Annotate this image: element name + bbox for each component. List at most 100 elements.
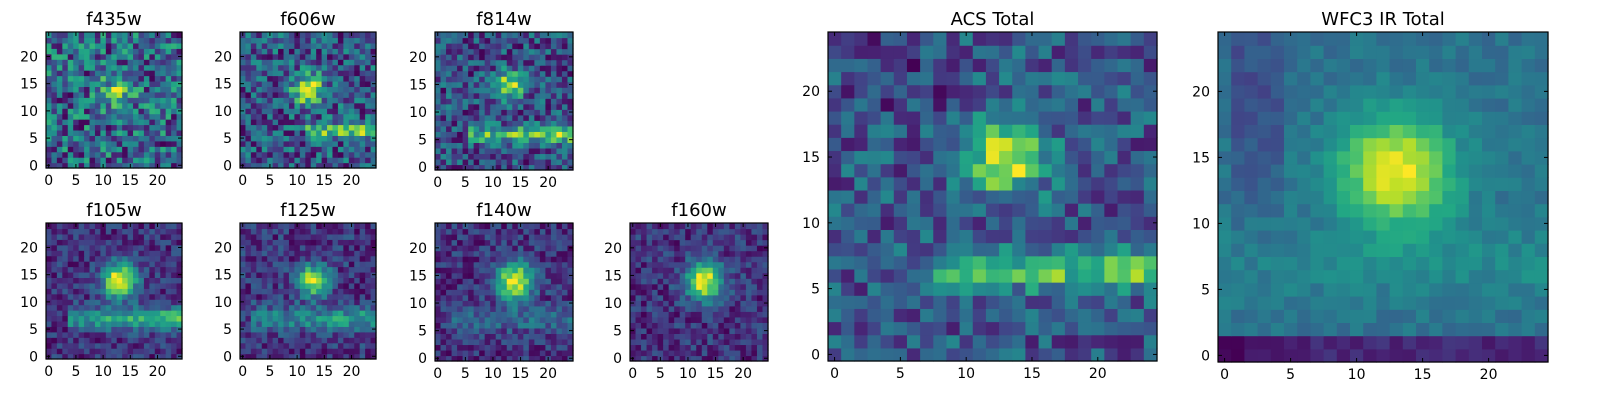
heatmap-cell bbox=[337, 135, 344, 142]
heatmap-cell bbox=[756, 256, 764, 263]
heatmap-cell bbox=[528, 109, 535, 116]
heatmap-cell bbox=[841, 189, 855, 204]
heatmap-cell bbox=[261, 304, 268, 311]
heatmap-cell bbox=[100, 48, 107, 55]
heatmap-cell bbox=[78, 288, 85, 295]
heatmap-cell bbox=[94, 53, 101, 60]
heatmap-cell bbox=[561, 70, 569, 77]
heatmap-cell bbox=[343, 162, 350, 169]
heatmap-cell bbox=[440, 54, 447, 61]
heatmap-cell bbox=[946, 229, 961, 244]
heatmap-cell bbox=[89, 348, 96, 355]
heatmap-cell bbox=[550, 158, 558, 166]
heatmap-cell bbox=[435, 37, 442, 44]
heatmap-cell bbox=[473, 283, 480, 290]
heatmap-cell bbox=[751, 267, 758, 274]
heatmap-cell bbox=[451, 92, 458, 99]
heatmap-cell bbox=[946, 189, 961, 204]
heatmap-cell bbox=[288, 266, 295, 273]
heatmap-cell bbox=[100, 310, 107, 317]
heatmap-cell bbox=[523, 338, 530, 346]
heatmap-cell bbox=[506, 344, 513, 351]
heatmap-cell bbox=[154, 348, 161, 355]
heatmap-cell bbox=[512, 131, 519, 138]
heatmap-cell bbox=[630, 344, 637, 351]
heatmap-cell bbox=[51, 42, 58, 49]
heatmap-cell bbox=[567, 158, 574, 166]
heatmap-cell bbox=[267, 119, 274, 126]
heatmap-cell bbox=[143, 113, 150, 120]
heatmap-cell bbox=[528, 98, 535, 105]
heatmap-cell bbox=[343, 75, 350, 82]
heatmap-cell bbox=[332, 331, 339, 338]
heatmap-cell bbox=[854, 321, 869, 336]
heatmap-cell bbox=[841, 150, 855, 165]
heatmap-cell bbox=[94, 223, 101, 230]
heatmap-cell bbox=[550, 32, 558, 39]
heatmap-cell bbox=[337, 91, 344, 98]
heatmap-cell bbox=[283, 102, 290, 109]
heatmap-cell bbox=[111, 277, 118, 284]
heatmap-cell bbox=[880, 334, 895, 349]
heatmap-cell bbox=[1130, 229, 1145, 244]
heatmap-cell bbox=[94, 37, 101, 44]
heatmap-cell bbox=[490, 300, 497, 307]
heatmap-cell bbox=[556, 355, 563, 362]
heatmap-cell bbox=[143, 64, 150, 71]
heatmap-cell bbox=[906, 203, 921, 217]
heatmap-cell bbox=[762, 239, 769, 246]
heatmap-cell bbox=[365, 140, 372, 147]
heatmap-cell bbox=[122, 326, 129, 333]
heatmap-cell bbox=[370, 223, 377, 230]
heatmap-cell bbox=[468, 147, 475, 155]
heatmap-cell bbox=[321, 157, 328, 164]
heatmap-cell bbox=[359, 288, 366, 295]
heatmap-cell bbox=[343, 293, 350, 300]
heatmap-cell bbox=[283, 223, 290, 230]
heatmap-cell bbox=[176, 348, 183, 355]
heatmap-cell bbox=[446, 338, 453, 346]
heatmap-cell bbox=[116, 310, 123, 317]
heatmap-cell bbox=[310, 326, 317, 333]
heatmap-cell bbox=[321, 108, 328, 115]
heatmap-cell bbox=[127, 337, 134, 344]
heatmap-cell bbox=[278, 326, 285, 333]
heatmap-cell bbox=[501, 311, 508, 318]
heatmap-cell bbox=[539, 114, 546, 121]
heatmap-cell bbox=[176, 75, 183, 82]
heatmap-cell bbox=[893, 255, 908, 270]
heatmap-cell bbox=[89, 151, 96, 158]
heatmap-cell bbox=[337, 342, 344, 349]
heatmap-cell bbox=[160, 70, 167, 77]
heatmap-cell bbox=[462, 81, 469, 88]
heatmap-cell bbox=[67, 244, 74, 251]
heatmap-cell bbox=[127, 261, 134, 268]
heatmap-cell bbox=[256, 299, 263, 306]
heatmap-cell bbox=[556, 261, 563, 268]
heatmap-cell bbox=[646, 261, 653, 268]
heatmap-cell bbox=[133, 288, 140, 295]
heatmap-cell bbox=[446, 136, 453, 143]
heatmap-cell bbox=[337, 271, 344, 278]
heatmap-cell bbox=[556, 223, 563, 230]
heatmap-cell bbox=[171, 140, 178, 147]
heatmap-cell bbox=[143, 119, 150, 126]
heatmap-cell bbox=[111, 151, 118, 158]
heatmap-cell bbox=[116, 261, 123, 268]
heatmap-cell bbox=[1078, 163, 1092, 178]
heatmap-cell bbox=[729, 283, 736, 290]
heatmap-cell bbox=[267, 48, 274, 55]
heatmap-cell bbox=[550, 136, 558, 143]
heatmap-cell bbox=[652, 245, 659, 252]
heatmap-cell bbox=[539, 267, 546, 274]
heatmap-cell bbox=[457, 272, 464, 279]
heatmap-cell bbox=[256, 37, 263, 44]
heatmap-cell bbox=[261, 228, 268, 235]
heatmap-cell bbox=[1078, 334, 1092, 349]
heatmap-cell bbox=[635, 333, 642, 340]
heatmap-cell bbox=[111, 299, 118, 306]
heatmap-cell bbox=[89, 129, 96, 136]
heatmap-cell bbox=[556, 289, 563, 296]
heatmap-cell bbox=[501, 147, 508, 155]
heatmap-cell bbox=[1051, 242, 1066, 257]
